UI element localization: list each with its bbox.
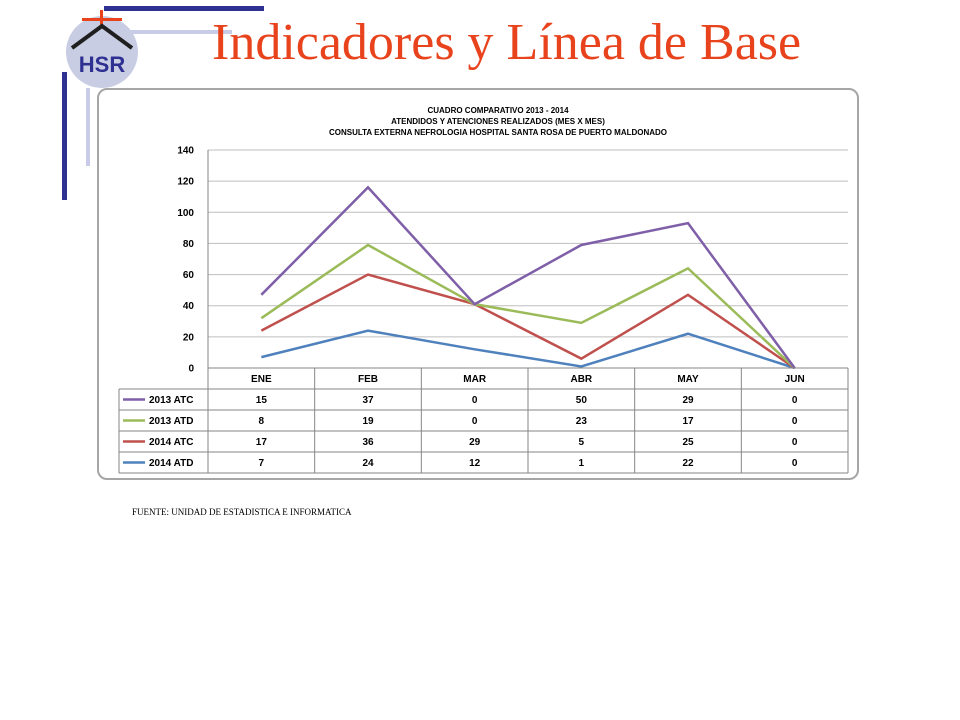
- data-table-cell: 1: [579, 458, 585, 469]
- data-table-cell: 17: [256, 437, 268, 448]
- source-note: FUENTE: UNIDAD DE ESTADISTICA E INFORMAT…: [132, 507, 352, 517]
- data-table-cell: 0: [792, 437, 798, 448]
- data-table-cell: 5: [579, 437, 585, 448]
- data-table-cell: 8: [259, 416, 265, 427]
- data-table-cell: 0: [472, 395, 478, 406]
- y-tick-label: 60: [183, 270, 195, 281]
- legend-label: 2013 ATD: [149, 416, 193, 427]
- chart-title-line: CONSULTA EXTERNA NEFROLOGIA HOSPITAL SAN…: [329, 128, 667, 137]
- y-tick-label: 40: [183, 301, 195, 312]
- y-tick-label: 0: [188, 364, 194, 375]
- category-label: ABR: [570, 374, 592, 385]
- legend-label: 2014 ATD: [149, 458, 193, 469]
- category-label: FEB: [358, 374, 378, 385]
- data-table-cell: 22: [682, 458, 694, 469]
- data-table-cell: 0: [472, 416, 478, 427]
- category-label: MAY: [677, 374, 699, 385]
- data-table-cell: 0: [792, 416, 798, 427]
- slide-title: Indicadores y Línea de Base: [212, 14, 802, 71]
- y-tick-label: 140: [177, 146, 194, 157]
- decorative-bar-left: [62, 72, 67, 200]
- hospital-logo-icon: HSR: [66, 10, 138, 88]
- data-table-cell: 12: [469, 458, 481, 469]
- legend-label: 2014 ATC: [149, 437, 193, 448]
- logo-text: HSR: [79, 52, 126, 77]
- category-label: JUN: [785, 374, 805, 385]
- data-table-cell: 19: [362, 416, 374, 427]
- category-label: MAR: [463, 374, 487, 385]
- y-tick-label: 20: [183, 332, 195, 343]
- series-line-2013-atc: [260, 185, 796, 369]
- data-table-cell: 17: [682, 416, 694, 427]
- series-line-2013-atd: [260, 243, 796, 369]
- data-table-cell: 29: [682, 395, 694, 406]
- y-tick-label: 80: [183, 239, 195, 250]
- data-table-cell: 37: [362, 395, 374, 406]
- data-table-cell: 15: [256, 395, 268, 406]
- data-table-cell: 24: [362, 458, 374, 469]
- decorative-bar-top-light: [128, 30, 232, 34]
- data-table-cell: 0: [792, 458, 798, 469]
- chart: CUADRO COMPARATIVO 2013 - 2014 ATENDIDOS …: [118, 106, 849, 474]
- decorative-bar-left-light: [86, 88, 90, 166]
- chart-title-line: CUADRO COMPARATIVO 2013 - 2014: [427, 106, 569, 115]
- data-table-cell: 7: [259, 458, 265, 469]
- data-table-cell: 23: [576, 416, 588, 427]
- category-label: ENE: [251, 374, 272, 385]
- decorative-bar-top: [104, 6, 264, 11]
- data-table-cell: 36: [362, 437, 374, 448]
- data-table-cell: 50: [576, 395, 588, 406]
- data-table-cell: 25: [682, 437, 694, 448]
- series-line-2014-atc: [260, 273, 796, 370]
- data-table-cell: 0: [792, 395, 798, 406]
- y-tick-label: 100: [177, 208, 194, 219]
- series-line-2014-atd: [261, 329, 796, 370]
- y-tick-label: 120: [177, 177, 194, 188]
- chart-title-line: ATENDIDOS Y ATENCIONES REALIZADOS (MES X…: [391, 117, 605, 126]
- data-table-cell: 29: [469, 437, 481, 448]
- legend-label: 2013 ATC: [149, 395, 193, 406]
